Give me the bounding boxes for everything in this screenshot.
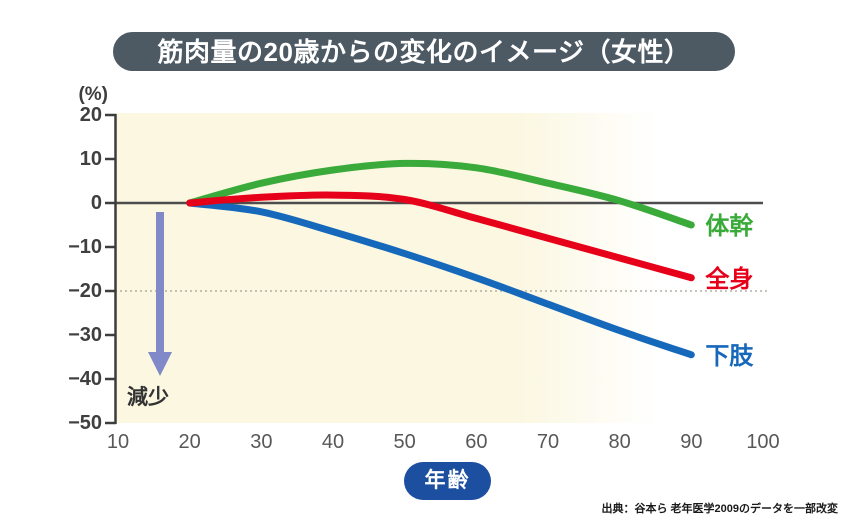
decrease-arrow-head [148, 352, 172, 376]
source-citation: 出典：谷本ら 老年医学2009のデータを一部改変 [601, 503, 838, 515]
x-tick-label: 90 [680, 431, 703, 453]
x-tick-label: 40 [321, 431, 345, 453]
y-tick-label: 20 [79, 104, 102, 126]
series-label-体幹: 体幹 [705, 213, 754, 240]
y-axis-unit-label: (%) [78, 84, 108, 105]
y-tick-label: 10 [79, 148, 102, 170]
x-tick-label: 50 [393, 431, 416, 453]
y-tick-label: 0 [90, 192, 102, 214]
decrease-annotation-label: 減少 [127, 386, 169, 409]
series-line-全身 [186, 191, 695, 282]
x-axis-title-pill: 年齢 [404, 462, 491, 500]
y-tick-label: −40 [68, 368, 102, 390]
chart-title: 筋肉量の20歳からの変化のイメージ（女性） [113, 32, 735, 71]
x-tick-label: 60 [465, 431, 488, 453]
x-tick-label: 100 [746, 431, 780, 453]
y-tick-label: −20 [68, 280, 102, 302]
x-tick-label: 30 [250, 431, 273, 453]
series-label-全身: 全身 [705, 265, 754, 293]
y-tick-label: −10 [68, 236, 102, 258]
series-label-下肢: 下肢 [705, 342, 754, 370]
series-line-下肢 [186, 199, 695, 359]
x-tick-label: 80 [608, 431, 631, 453]
x-tick-label: 20 [178, 431, 201, 453]
y-tick-label: −30 [68, 324, 102, 346]
y-tick-label: −50 [68, 412, 102, 434]
series-line-体幹 [186, 159, 695, 229]
x-tick-label: 70 [536, 431, 560, 453]
x-tick-label: 10 [106, 431, 130, 453]
